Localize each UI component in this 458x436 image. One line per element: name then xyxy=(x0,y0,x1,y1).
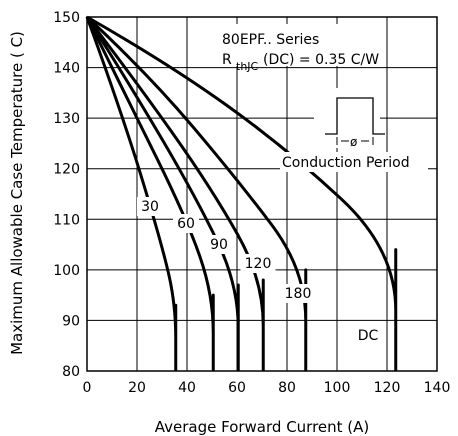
curve-label-bg xyxy=(355,326,381,345)
y-tick-label: 140 xyxy=(53,61,80,77)
annotation-block: 80EPF.. Series R thJC (DC) = 0.35 C/W ø … xyxy=(218,24,428,172)
y-axis-title: Maximum Allowable Case Temperature ( C) xyxy=(8,31,26,355)
curve-label-bg xyxy=(240,254,276,273)
y-tick-label: 110 xyxy=(53,212,80,228)
curve-label-120: 120 xyxy=(245,256,272,272)
curve-label-30: 30 xyxy=(141,199,159,215)
phi-symbol: ø xyxy=(350,135,357,149)
y-tick-label: 120 xyxy=(53,162,80,178)
y-tick-label: 90 xyxy=(62,313,80,329)
rthjc-subscript: thJC xyxy=(236,60,259,73)
y-tick-labels: 80 90 100 110 120 130 140 150 xyxy=(53,10,80,380)
y-tick-label: 80 xyxy=(62,364,80,380)
y-tick-label: 150 xyxy=(53,10,80,26)
curve-labels: 30 60 90 120 180 DC xyxy=(137,197,381,345)
conduction-label: Conduction Period xyxy=(282,155,410,171)
x-tick-label: 0 xyxy=(83,380,92,396)
x-tick-label: 80 xyxy=(278,380,296,396)
x-tick-label: 40 xyxy=(178,380,196,396)
rthjc-value: (DC) = 0.35 C/W xyxy=(263,52,379,68)
x-tick-label: 100 xyxy=(324,380,351,396)
y-tick-label: 130 xyxy=(53,111,80,127)
curve-label-dc: DC xyxy=(358,328,379,344)
curve-90 xyxy=(85,16,240,371)
x-axis-title: Average Forward Current (A) xyxy=(155,418,370,436)
curve-label-bg xyxy=(173,214,199,233)
conduction-icon: ø xyxy=(325,97,385,149)
curve-label-180: 180 xyxy=(285,286,312,302)
curve-120 xyxy=(85,16,265,371)
curve-label-bg xyxy=(280,284,316,303)
x-tick-label: 140 xyxy=(424,380,451,396)
rthjc-symbol: R xyxy=(222,52,232,68)
series-name-text: 80EPF.. Series xyxy=(222,32,319,48)
x-tick-label: 120 xyxy=(374,380,401,396)
curve-label-bg xyxy=(206,235,232,254)
curve-60 xyxy=(85,16,215,371)
curve-180 xyxy=(85,15,308,371)
curve-label-bg xyxy=(137,197,163,216)
x-tick-label: 20 xyxy=(128,380,146,396)
curve-30 xyxy=(85,16,178,371)
x-tick-labels: 0 20 40 60 80 100 120 140 xyxy=(83,380,451,396)
curve-label-90: 90 xyxy=(210,237,228,253)
curve-label-60: 60 xyxy=(177,216,195,232)
y-tick-label: 100 xyxy=(53,263,80,279)
x-tick-label: 60 xyxy=(228,380,246,396)
